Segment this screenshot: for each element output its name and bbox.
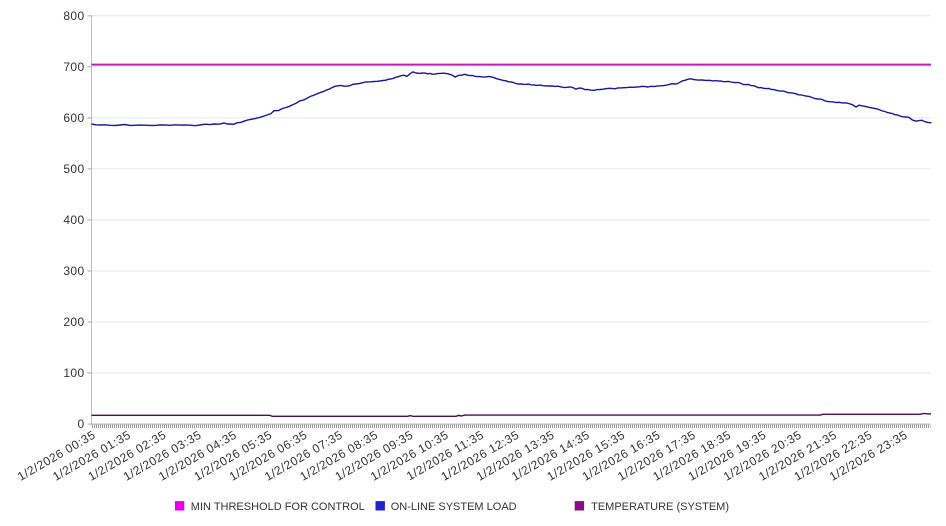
svg-text:100: 100 <box>63 366 84 380</box>
svg-text:0: 0 <box>78 417 85 431</box>
svg-text:200: 200 <box>63 315 84 329</box>
svg-text:300: 300 <box>63 264 84 278</box>
svg-text:MIN THRESHOLD FOR CONTROL: MIN THRESHOLD FOR CONTROL <box>191 501 365 513</box>
svg-text:800: 800 <box>63 9 84 23</box>
svg-text:500: 500 <box>63 162 84 176</box>
svg-text:TEMPERATURE (SYSTEM): TEMPERATURE (SYSTEM) <box>591 501 729 513</box>
svg-text:600: 600 <box>63 111 84 125</box>
svg-text:700: 700 <box>63 60 84 74</box>
svg-text:400: 400 <box>63 213 84 227</box>
svg-text:ON-LINE SYSTEM LOAD: ON-LINE SYSTEM LOAD <box>391 501 517 513</box>
